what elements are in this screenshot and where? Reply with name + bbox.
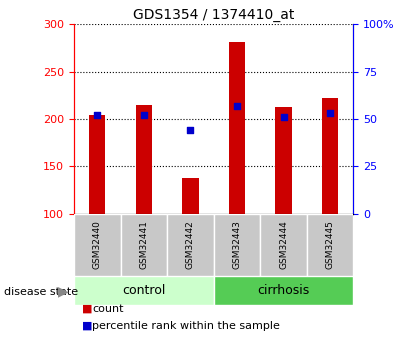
Text: GSM32442: GSM32442 (186, 220, 195, 269)
Bar (275, 107, 292, 214)
Bar (229, 42, 245, 214)
Text: control: control (122, 284, 166, 297)
Bar (214, 214, 260, 276)
Text: disease state: disease state (4, 287, 78, 296)
Text: GSM32445: GSM32445 (326, 220, 335, 269)
Point (187, 128, 194, 133)
Text: ■: ■ (82, 304, 93, 314)
Text: GSM32444: GSM32444 (279, 220, 288, 269)
Point (234, 103, 240, 108)
Point (94, 112, 101, 118)
Bar (74, 214, 120, 276)
Text: GSM32443: GSM32443 (233, 220, 242, 269)
Point (327, 110, 333, 116)
Text: count: count (92, 304, 124, 314)
Bar (307, 214, 353, 276)
Bar (167, 214, 214, 276)
Text: GSM32440: GSM32440 (93, 220, 102, 269)
Text: ▶: ▶ (58, 285, 69, 298)
Title: GDS1354 / 1374410_at: GDS1354 / 1374410_at (133, 8, 294, 22)
Bar (182, 178, 199, 214)
Text: cirrhosis: cirrhosis (257, 284, 310, 297)
Bar (74, 276, 214, 305)
Bar (214, 276, 353, 305)
Bar (136, 105, 152, 214)
Text: ■: ■ (82, 321, 93, 331)
Bar (322, 98, 338, 214)
Bar (260, 214, 307, 276)
Bar (89, 115, 105, 214)
Point (280, 115, 287, 120)
Text: percentile rank within the sample: percentile rank within the sample (92, 321, 280, 331)
Bar (120, 214, 167, 276)
Point (141, 112, 147, 118)
Text: GSM32441: GSM32441 (139, 220, 148, 269)
